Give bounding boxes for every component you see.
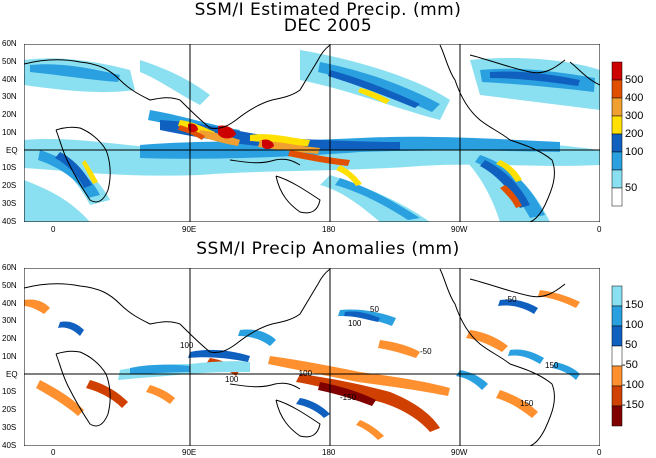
lat-tick: 20S <box>2 405 17 414</box>
lat-tick: 30N <box>2 92 17 101</box>
colorbar-label: 500 <box>625 74 644 86</box>
lat-tick: 40N <box>2 75 17 84</box>
colorbar-label: -150 <box>622 399 645 411</box>
colorbar-label: 400 <box>625 92 644 104</box>
contour-label: 100 <box>225 375 239 384</box>
grid-lines-bottom <box>24 268 600 446</box>
coastlines <box>24 44 600 222</box>
top-colorbar <box>611 61 623 207</box>
lon-tick: 90E <box>182 448 197 457</box>
contour-label: 100 <box>348 319 362 328</box>
colorbar-label: 200 <box>625 128 644 140</box>
anomaly-field <box>24 290 580 440</box>
lon-tick: 90E <box>182 225 197 234</box>
lat-tick: 20N <box>2 110 17 119</box>
contour-label: -50 <box>505 295 517 304</box>
colorbar-label: 50 <box>625 182 638 194</box>
lat-tick: 10N <box>2 352 17 361</box>
lon-tick: 180 <box>322 448 336 457</box>
lon-tick: 0 <box>51 448 56 457</box>
lon-tick: 180 <box>322 225 336 234</box>
colorbar-label: 50 <box>625 339 638 351</box>
top-title-line2: DEC 2005 <box>283 16 373 36</box>
lon-tick: 0 <box>597 448 602 457</box>
lat-tick: 30S <box>2 199 17 208</box>
bottom-map-panel: -50 100 -100 100 50 -150 100 150 150 -50 <box>24 268 600 446</box>
lat-tick: 20S <box>2 181 17 190</box>
lat-tick: 10N <box>2 128 17 137</box>
lat-tick: 50N <box>2 281 17 290</box>
colorbar-label: -100 <box>622 379 645 391</box>
coastlines-bottom <box>24 268 566 446</box>
contour-label: 100 <box>180 341 194 350</box>
contour-label: 150 <box>520 399 534 408</box>
top-title-line1: SSM/I Estimated Precip. (mm) <box>194 0 462 20</box>
anomaly-contour-labels: -50 100 -100 100 50 -150 100 150 150 -50 <box>180 295 559 408</box>
lon-tick: 90W <box>451 448 468 457</box>
colorbar-label: 100 <box>625 319 644 331</box>
lat-tick: 50N <box>2 57 17 66</box>
lat-tick: 40S <box>2 441 17 450</box>
contour-label: -50 <box>420 347 432 356</box>
lon-tick: 0 <box>597 225 602 234</box>
contour-label: -150 <box>340 393 357 402</box>
contour-label: 50 <box>370 305 379 314</box>
colorbar-label: 150 <box>625 299 644 311</box>
lat-tick: 60N <box>2 39 17 48</box>
lon-tick: 0 <box>51 225 56 234</box>
contour-label: -100 <box>296 369 313 378</box>
lat-tick: 10S <box>2 387 17 396</box>
lat-tick: 30N <box>2 316 17 325</box>
lat-tick: EQ <box>6 370 18 379</box>
lat-tick: 60N <box>2 263 17 272</box>
colorbar-label: -50 <box>622 359 638 371</box>
bottom-colorbar <box>611 285 623 427</box>
lat-tick: EQ <box>6 146 18 155</box>
contour-label: 150 <box>545 361 559 370</box>
top-map-panel <box>24 44 600 222</box>
lon-tick: 90W <box>451 225 468 234</box>
lat-tick: 40S <box>2 217 17 226</box>
bottom-title: SSM/I Precip Anomalies (mm) <box>196 239 460 259</box>
grid-lines <box>24 44 600 222</box>
lat-tick: 20N <box>2 334 17 343</box>
lat-tick: 30S <box>2 423 17 432</box>
colorbar-label: 100 <box>625 146 644 158</box>
lat-tick: 40N <box>2 299 17 308</box>
lat-tick: 10S <box>2 163 17 172</box>
colorbar-label: 300 <box>625 110 644 122</box>
